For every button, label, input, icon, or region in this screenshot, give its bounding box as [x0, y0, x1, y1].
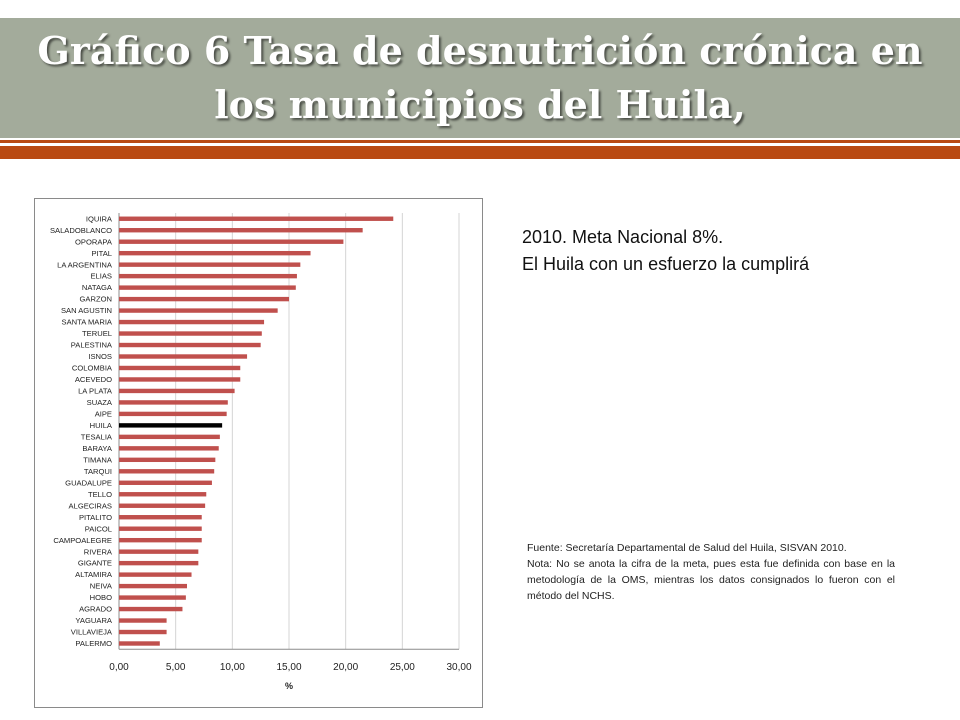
x-tick-label: 20,00 [333, 662, 358, 673]
bar [119, 319, 265, 325]
x-tick-label: 25,00 [390, 662, 415, 673]
bar [119, 641, 160, 646]
category-label: HOBO [90, 593, 112, 602]
category-label: PAICOL [85, 524, 112, 533]
bar [119, 273, 297, 279]
bar [119, 342, 261, 348]
bar [119, 515, 202, 520]
category-label: ACEVEDO [75, 375, 112, 384]
category-label: TIMANA [83, 455, 113, 464]
category-label: TARQUI [84, 467, 112, 476]
category-label: OPORAPA [75, 237, 113, 246]
category-label: BARAYA [82, 444, 113, 453]
bar [119, 572, 192, 577]
bar [119, 457, 216, 463]
x-tick-label: 15,00 [276, 662, 301, 673]
bar [119, 331, 262, 336]
category-label: NEIVA [90, 582, 113, 591]
bar [119, 480, 212, 485]
category-label: CAMPOALEGRE [53, 536, 112, 545]
category-label: PALESTINA [71, 341, 113, 350]
bar [119, 377, 241, 382]
bar [119, 503, 206, 508]
category-label: TESALIA [81, 432, 113, 441]
category-label: SALADOBLANCO [50, 226, 112, 235]
bar [119, 388, 235, 394]
bar [119, 296, 289, 302]
bar [119, 400, 228, 405]
bar [119, 250, 311, 256]
title-band: Gráfico 6 Tasa de desnutrición crónica e… [0, 18, 960, 138]
bar [119, 629, 167, 635]
category-label: GIGANTE [78, 559, 112, 568]
category-label: YAGUARA [75, 616, 113, 625]
bar [119, 537, 202, 543]
bar [119, 526, 202, 531]
category-label: PITAL [91, 249, 112, 258]
category-label: IQUIRA [86, 214, 113, 223]
category-label: SUAZA [87, 398, 113, 407]
bar [119, 492, 207, 497]
bar [119, 216, 394, 221]
x-tick-label: 5,00 [166, 662, 186, 673]
accent-rule-thin [0, 140, 960, 143]
bar-chart: IQUIRA SALADOBLANCO OPORAPA PITAL LA ARGENTI… [50, 213, 472, 691]
bar [119, 446, 219, 451]
bar [119, 595, 186, 600]
source-note: Fuente: Secretaría Departamental de Salu… [527, 540, 895, 604]
bar [119, 434, 220, 440]
category-label: NATAGA [82, 283, 113, 292]
bar [119, 583, 187, 589]
meta-line-2: El Huila con un esfuerzo la cumplirá [522, 254, 810, 274]
category-label: ALTAMIRA [75, 570, 113, 579]
x-tick-label: 30,00 [446, 662, 471, 673]
category-label: GARZON [80, 295, 113, 304]
bar [119, 239, 344, 244]
bar [119, 549, 199, 554]
chart-frame: IQUIRA SALADOBLANCO OPORAPA PITAL LA ARGENTI… [34, 198, 483, 708]
category-label: SAN AGUSTIN [61, 306, 112, 315]
bar [119, 285, 296, 290]
bar [119, 354, 248, 359]
bar [119, 262, 301, 267]
category-label: GUADALUPE [65, 478, 112, 487]
source-text: Fuente: Secretaría Departamental de Salu… [527, 542, 847, 554]
category-label: RIVERA [84, 547, 113, 556]
meta-line-1: 2010. Meta Nacional 8%. [522, 227, 724, 247]
bar [119, 618, 167, 623]
category-label: COLOMBIA [72, 364, 113, 373]
category-label: SANTA MARIA [62, 318, 113, 327]
x-axis-label: % [285, 681, 293, 691]
category-label: ELIAS [90, 272, 112, 281]
x-tick-label: 0,00 [109, 662, 129, 673]
bar [119, 560, 199, 566]
bar [119, 606, 183, 612]
bar [119, 228, 363, 233]
x-tick-label: 10,00 [220, 662, 245, 673]
category-label: HUILA [90, 421, 113, 430]
category-label: PITALITO [79, 513, 112, 522]
category-label: TELLO [88, 490, 112, 499]
category-label: AGRADO [79, 605, 112, 614]
category-label: AIPE [95, 410, 112, 419]
bar [119, 469, 215, 474]
note-text: Nota: No se anota la cifra de la meta, p… [527, 558, 895, 602]
category-label: ALGECIRAS [69, 501, 112, 510]
category-label: ISNOS [88, 352, 112, 361]
category-label: LA ARGENTINA [57, 260, 113, 269]
category-label: TERUEL [82, 329, 112, 338]
bar [119, 411, 227, 417]
category-label: PALERMO [75, 639, 112, 648]
category-label: VILLAVIEJA [71, 628, 113, 637]
meta-text: 2010. Meta Nacional 8%. El Huila con un … [522, 224, 942, 278]
slide-title: Gráfico 6 Tasa de desnutrición crónica e… [37, 28, 923, 127]
bar [119, 308, 278, 313]
accent-rule-thick [0, 146, 960, 159]
category-label: LA PLATA [78, 387, 113, 396]
bar [119, 423, 223, 428]
bar [119, 365, 241, 371]
